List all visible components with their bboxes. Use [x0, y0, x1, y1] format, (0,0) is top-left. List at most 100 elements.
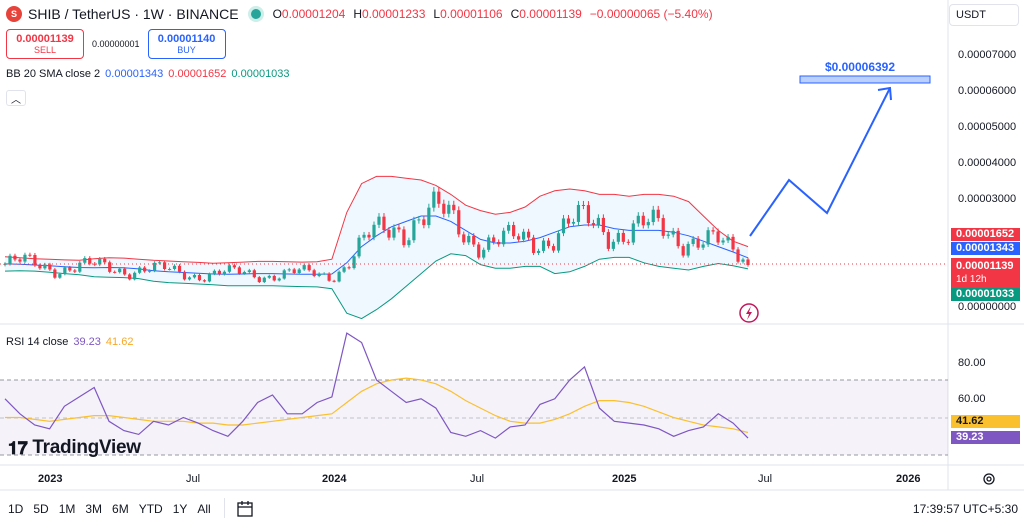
- candle-body: [721, 240, 725, 243]
- timeframe-all[interactable]: All: [197, 502, 211, 516]
- candle-body: [462, 234, 466, 243]
- candle-body: [332, 280, 336, 282]
- rsi-band: [0, 380, 948, 455]
- currency-selector[interactable]: USDT: [949, 4, 1019, 26]
- calendar-icon[interactable]: [236, 500, 254, 520]
- candle-body: [711, 230, 715, 232]
- candle-body: [277, 278, 281, 281]
- bb-lower-value: 0.00001033: [231, 68, 290, 80]
- candle-body: [497, 241, 501, 245]
- bb-basis-line: [4, 215, 749, 275]
- candle-body: [118, 268, 122, 273]
- candle-body: [357, 237, 361, 257]
- candle-body: [232, 265, 236, 268]
- candle-body: [282, 270, 286, 279]
- candle-body: [143, 267, 147, 272]
- bb-indicator-legend[interactable]: BB 20 SMA close 2 0.00001343 0.00001652 …: [6, 68, 290, 80]
- candle-body: [8, 255, 12, 264]
- target-box[interactable]: [799, 75, 931, 84]
- candle-body: [591, 223, 596, 225]
- candle-body: [457, 210, 461, 235]
- candle-body: [222, 271, 227, 275]
- projection-arrow-head: [877, 86, 892, 101]
- timeframe-6m[interactable]: 6M: [112, 502, 129, 516]
- candle-body: [48, 264, 52, 270]
- spread-value: 0.00000001: [92, 39, 140, 49]
- candle-body: [556, 233, 561, 251]
- candle-body: [541, 240, 546, 251]
- utc-clock[interactable]: 17:39:57 UTC+5:30: [912, 502, 1018, 516]
- candle-body: [43, 264, 47, 269]
- sell-button[interactable]: 0.00001139 SELL: [6, 29, 84, 59]
- candle-body: [322, 273, 326, 275]
- shib-logo-icon[interactable]: S: [6, 6, 22, 22]
- candle-body: [247, 270, 251, 273]
- timeframe-5d[interactable]: 5D: [33, 502, 49, 516]
- candle-body: [123, 268, 127, 275]
- lightning-icon[interactable]: [739, 303, 759, 323]
- brand-name: TradingView: [32, 437, 141, 458]
- candle-body: [646, 222, 650, 226]
- candle-body: [152, 262, 157, 271]
- timeframe-3m[interactable]: 3M: [85, 502, 103, 516]
- candle-body: [407, 240, 411, 246]
- timeframe-1y[interactable]: 1Y: [172, 502, 188, 516]
- rsi-line: [4, 332, 749, 439]
- rsi-tick: 80.00: [958, 357, 986, 369]
- time-tick: Jul: [758, 473, 772, 485]
- ohlc-value: 0.00001204: [281, 7, 346, 21]
- bb-upper-tag: 0.00001652: [951, 228, 1020, 241]
- candle-body: [63, 267, 67, 275]
- candle-body: [73, 270, 77, 272]
- symbol-title[interactable]: SHIB / TetherUS · 1W · BINANCE: [28, 6, 239, 22]
- time-tick: Jul: [186, 473, 200, 485]
- bb-lower-tag: 0.00001033: [951, 288, 1020, 301]
- timeframe-1m[interactable]: 1M: [58, 502, 76, 516]
- candle-body: [616, 232, 620, 242]
- candle-body: [726, 236, 730, 241]
- candle-body: [492, 237, 496, 242]
- candle-body: [362, 234, 366, 238]
- ohlc-key: O: [272, 7, 282, 21]
- candle-body: [666, 234, 670, 236]
- candle-body: [397, 227, 401, 230]
- candle-body: [182, 271, 187, 280]
- ohlc-value: 0.00001233: [362, 7, 426, 21]
- candle-body: [437, 191, 441, 204]
- tradingview-logo[interactable]: 𝟏𝟕 TradingView: [8, 437, 141, 459]
- candle-body: [581, 204, 586, 206]
- candle-body: [192, 275, 197, 278]
- candle-body: [227, 265, 231, 272]
- candle-body: [78, 262, 82, 272]
- gear-icon[interactable]: [982, 472, 996, 491]
- candle-body: [202, 280, 207, 282]
- candle-body: [442, 203, 446, 214]
- candle-body: [507, 225, 511, 231]
- candle-body: [337, 271, 341, 282]
- price-tick: 0.00004000: [958, 157, 1016, 169]
- candle-body: [352, 256, 356, 269]
- candle-body: [103, 258, 107, 263]
- toolbar-separator: [224, 498, 225, 518]
- candle-body: [452, 204, 456, 211]
- candle-body: [177, 265, 182, 272]
- candle-body: [447, 204, 451, 214]
- candle-body: [417, 219, 421, 221]
- candle-body: [536, 250, 541, 253]
- bb-basis-value: 0.00001343: [105, 68, 164, 80]
- candle-body: [716, 231, 720, 243]
- candle-body: [402, 229, 406, 246]
- buy-label: BUY: [177, 45, 196, 55]
- timeframe-1d[interactable]: 1D: [8, 502, 24, 516]
- rsi-indicator-legend[interactable]: RSI 14 close 39.23 41.62: [6, 336, 133, 348]
- timeframe-ytd[interactable]: YTD: [138, 502, 163, 516]
- rsi-ma-value: 41.62: [105, 336, 134, 348]
- candle-body: [372, 224, 376, 238]
- candle-body: [172, 265, 177, 269]
- candle-body: [212, 270, 217, 274]
- target-label: $0.00006392: [825, 60, 895, 74]
- candle-body: [197, 275, 202, 281]
- collapse-legend-button[interactable]: ︿: [6, 90, 26, 106]
- buy-button[interactable]: 0.00001140 BUY: [147, 29, 226, 59]
